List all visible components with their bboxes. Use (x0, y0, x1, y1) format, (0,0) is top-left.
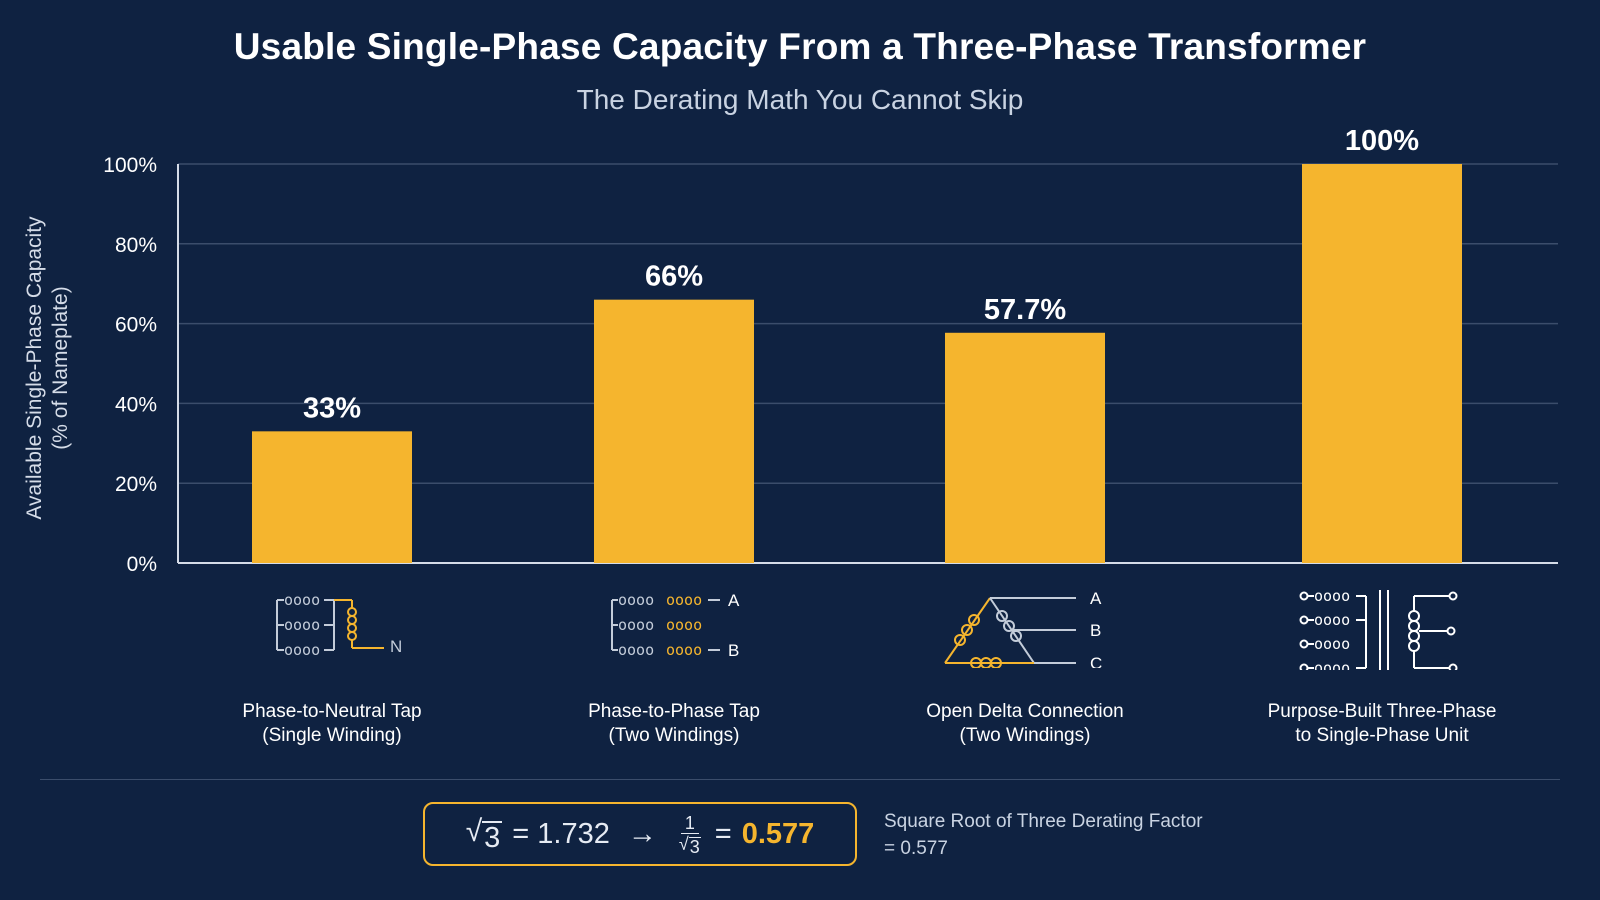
data-label: 100% (1345, 125, 1419, 157)
bar (252, 431, 412, 563)
bar (1302, 164, 1462, 563)
svg-text:oooo: oooo (666, 616, 702, 634)
y-tick-label: 40% (115, 393, 157, 416)
category-label-4: Purpose-Built Three-Phase to Single-Phas… (1267, 701, 1497, 746)
svg-text:oooo: oooo (1314, 611, 1350, 629)
svg-text:oooo: oooo (618, 616, 654, 634)
y-tick-label: 20% (115, 473, 157, 496)
chart-title: Usable Single-Phase Capacity From a Thre… (233, 26, 1367, 67)
bar (945, 332, 1105, 563)
data-label: 66% (645, 261, 703, 293)
bar (594, 299, 754, 563)
chart-subtitle: The Derating Math You Cannot Skip (576, 84, 1024, 115)
delta-a-label: A (1090, 589, 1102, 608)
svg-text:oooo: oooo (618, 591, 654, 609)
data-label: 33% (303, 392, 361, 424)
svg-text:oooo: oooo (1314, 635, 1350, 653)
svg-text:oooo: oooo (284, 641, 320, 659)
y-tick-label: 100% (103, 154, 157, 177)
sqrt-three: √ 3 (465, 815, 503, 854)
reciprocal-fraction: 1 √ 3 (678, 812, 701, 857)
delta-b-label: B (1090, 621, 1101, 640)
phase-a-label: A (728, 591, 740, 610)
phase-to-neutral-icon: oooo oooo oooo N (276, 591, 402, 659)
svg-text:oooo: oooo (666, 591, 702, 609)
phase-b-label: B (728, 641, 739, 660)
formula-value: = 1.732 (512, 817, 610, 850)
category-label-2: Phase-to-Phase Tap (Two Windings) (588, 701, 760, 746)
svg-text:oooo: oooo (666, 641, 702, 659)
purpose-built-transformer-icon: oooo oooo oooo oooo (1299, 587, 1458, 670)
divider (40, 779, 1560, 780)
svg-text:oooo: oooo (284, 616, 320, 634)
svg-text:oooo: oooo (618, 641, 654, 659)
neutral-label: N (390, 637, 402, 656)
data-label: 57.7% (984, 294, 1066, 326)
svg-text:oooo: oooo (284, 591, 320, 609)
y-tick-label: 80% (115, 234, 157, 257)
svg-text:oooo: oooo (1314, 587, 1350, 605)
formula-equals: = (714, 817, 732, 850)
y-tick-label: 0% (127, 553, 157, 576)
arrow-icon: → (627, 817, 657, 850)
category-label-1: Phase-to-Neutral Tap (Single Winding) (242, 701, 422, 746)
y-tick-label: 60% (115, 314, 157, 337)
derating-formula: √ 3 = 1.732 → 1 √ 3 = 0.577 (423, 802, 857, 866)
delta-c-label: C (1090, 654, 1102, 668)
phase-to-phase-icon: oooo oooo oooo oooo oooo oooo A B (611, 591, 740, 660)
open-delta-icon: A B C (944, 589, 1102, 668)
formula-result: 0.577 (741, 817, 815, 850)
derating-note: Square Root of Three Derating Factor = 0… (884, 811, 1203, 859)
category-label-3: Open Delta Connection (Two Windings) (926, 701, 1124, 746)
svg-text:oooo: oooo (1314, 659, 1350, 670)
